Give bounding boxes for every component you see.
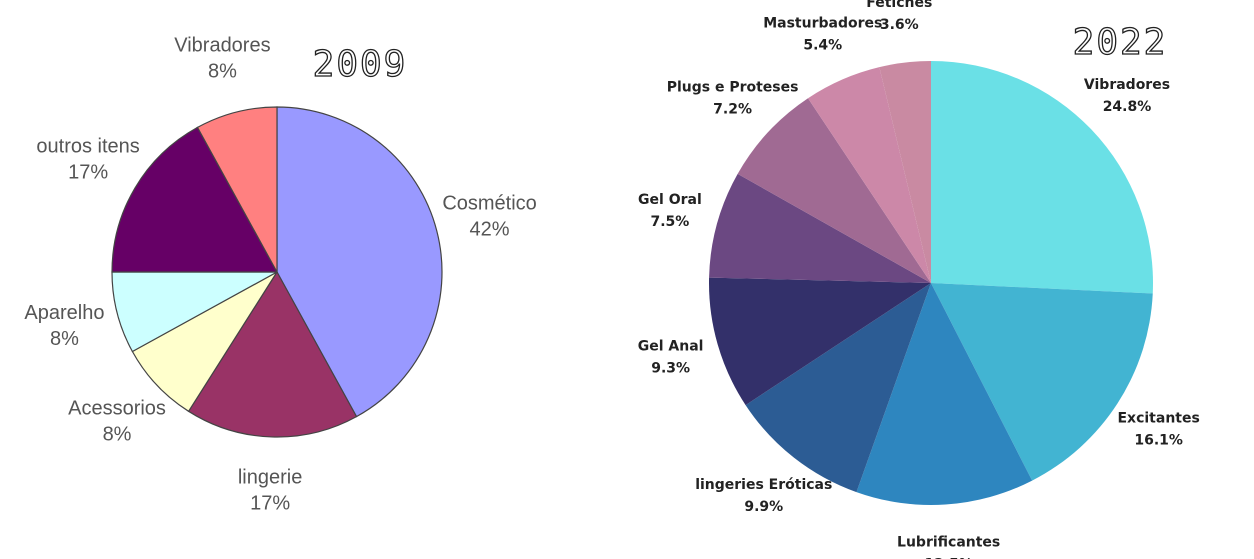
pie-slice — [931, 283, 1153, 481]
slice-label: Masturbadores — [763, 16, 882, 32]
slice-label: Lubrificantes — [897, 534, 1000, 550]
slice-label: Excitantes — [1117, 411, 1199, 427]
slice-label: Plugs e Proteses — [667, 80, 799, 96]
slice-label: lingerie — [238, 467, 302, 489]
slice-value-label: 17% — [250, 493, 290, 515]
pie-slice — [196, 106, 278, 273]
slice-value-label: 42% — [470, 219, 510, 241]
slice-value-label: 7.5% — [650, 214, 689, 230]
slice-value-label: 3.6% — [880, 17, 919, 33]
slice-value-label: 5.4% — [803, 38, 842, 54]
slice-label: Acessorios — [68, 398, 166, 420]
pie-slice — [856, 283, 1033, 505]
slice-value-label: 8% — [50, 328, 79, 350]
pie-slice — [931, 61, 1153, 294]
slice-value-label: 16.1% — [1134, 433, 1183, 449]
pie-slice — [187, 270, 358, 438]
slice-label: Vibradores — [1084, 77, 1170, 93]
slice-value-label: 9.9% — [744, 499, 783, 515]
pie-slice — [745, 283, 931, 493]
slice-value-label: 12.5% — [924, 556, 973, 559]
pie-slice — [879, 61, 931, 283]
slice-label: Cosmético — [442, 193, 536, 215]
slice-label: Gel Anal — [638, 339, 704, 355]
slice-value-label: 7.2% — [713, 102, 752, 118]
pie-slice — [737, 98, 931, 283]
pie-slice — [808, 67, 931, 284]
pie-slice — [709, 173, 931, 283]
slice-label: Gel Oral — [638, 192, 702, 208]
slice-value-label: 8% — [208, 61, 237, 83]
slice-label: Aparelho — [24, 302, 104, 324]
slice-label: outros itens — [36, 136, 139, 158]
chart-title: 2009 — [313, 44, 408, 85]
pie-slice — [276, 106, 443, 418]
pie-slice — [111, 126, 279, 273]
slice-value-label: 17% — [68, 162, 108, 184]
slice-value-label: 8% — [103, 424, 132, 446]
slice-label: Vibradores — [174, 35, 270, 57]
slice-value-label: 24.8% — [1103, 99, 1152, 115]
slice-label: lingeries Eróticas — [695, 477, 832, 493]
pie-slice — [709, 277, 931, 406]
slice-value-label: 9.3% — [651, 361, 690, 377]
slice-label: Fetiches — [866, 0, 932, 11]
chart-title: 2022 — [1073, 22, 1168, 63]
